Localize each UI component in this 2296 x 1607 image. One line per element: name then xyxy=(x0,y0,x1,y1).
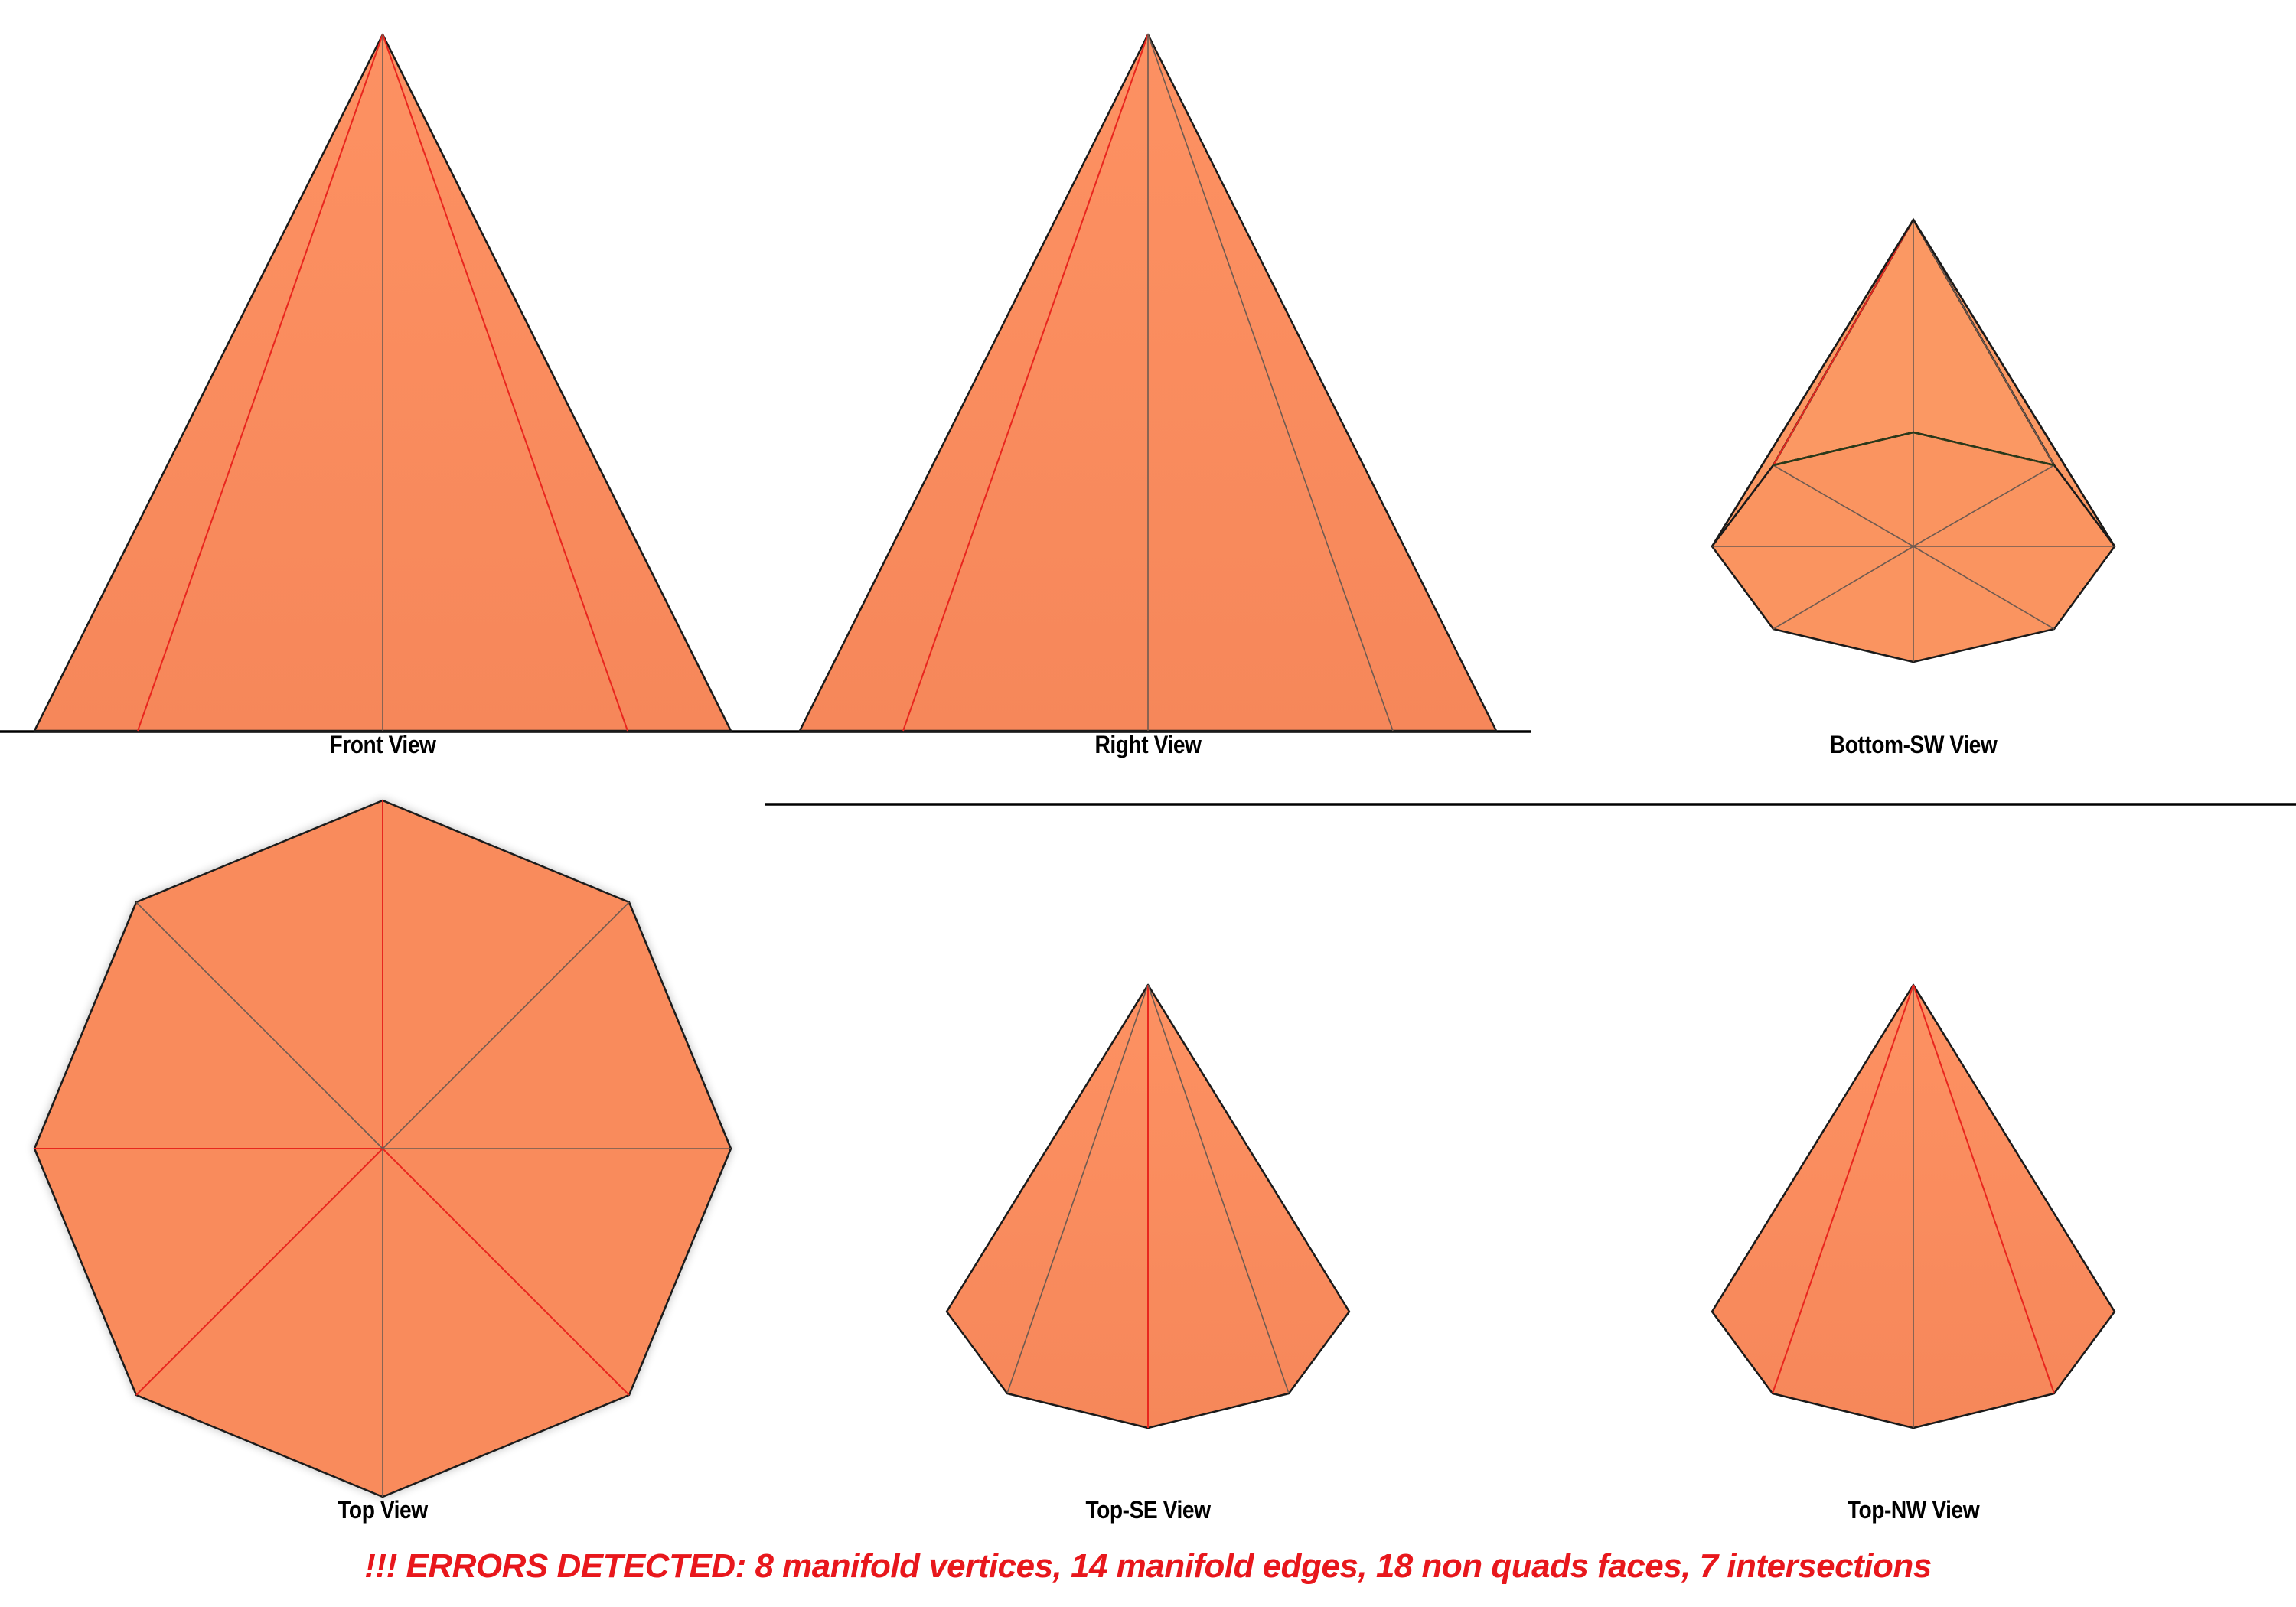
right-view-label: Right View xyxy=(1094,731,1202,758)
right-view-pyramid xyxy=(798,33,1498,732)
top-nw-view-label: Top-NW View xyxy=(1847,1496,1980,1524)
bottom-sw-view-pyramid xyxy=(1711,217,2116,663)
error-message: !!! ERRORS DETECTED: 8 manifold vertices… xyxy=(364,1547,1932,1585)
top-nw-view-pyramid xyxy=(1711,983,2116,1429)
front-view-pyramid xyxy=(33,33,732,732)
top-view-label: Top View xyxy=(338,1496,428,1524)
front-view-label: Front View xyxy=(329,731,436,758)
top-view-edges xyxy=(34,800,731,1497)
top-se-view-label: Top-SE View xyxy=(1085,1496,1211,1524)
bottom-sw-view-label: Bottom-SW View xyxy=(1829,731,1998,758)
top-se-view-pyramid xyxy=(945,983,1351,1429)
